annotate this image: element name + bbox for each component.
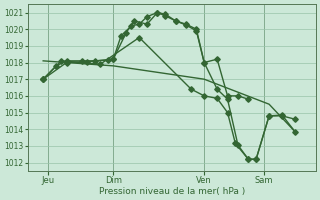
X-axis label: Pression niveau de la mer( hPa ): Pression niveau de la mer( hPa ) [99,187,245,196]
